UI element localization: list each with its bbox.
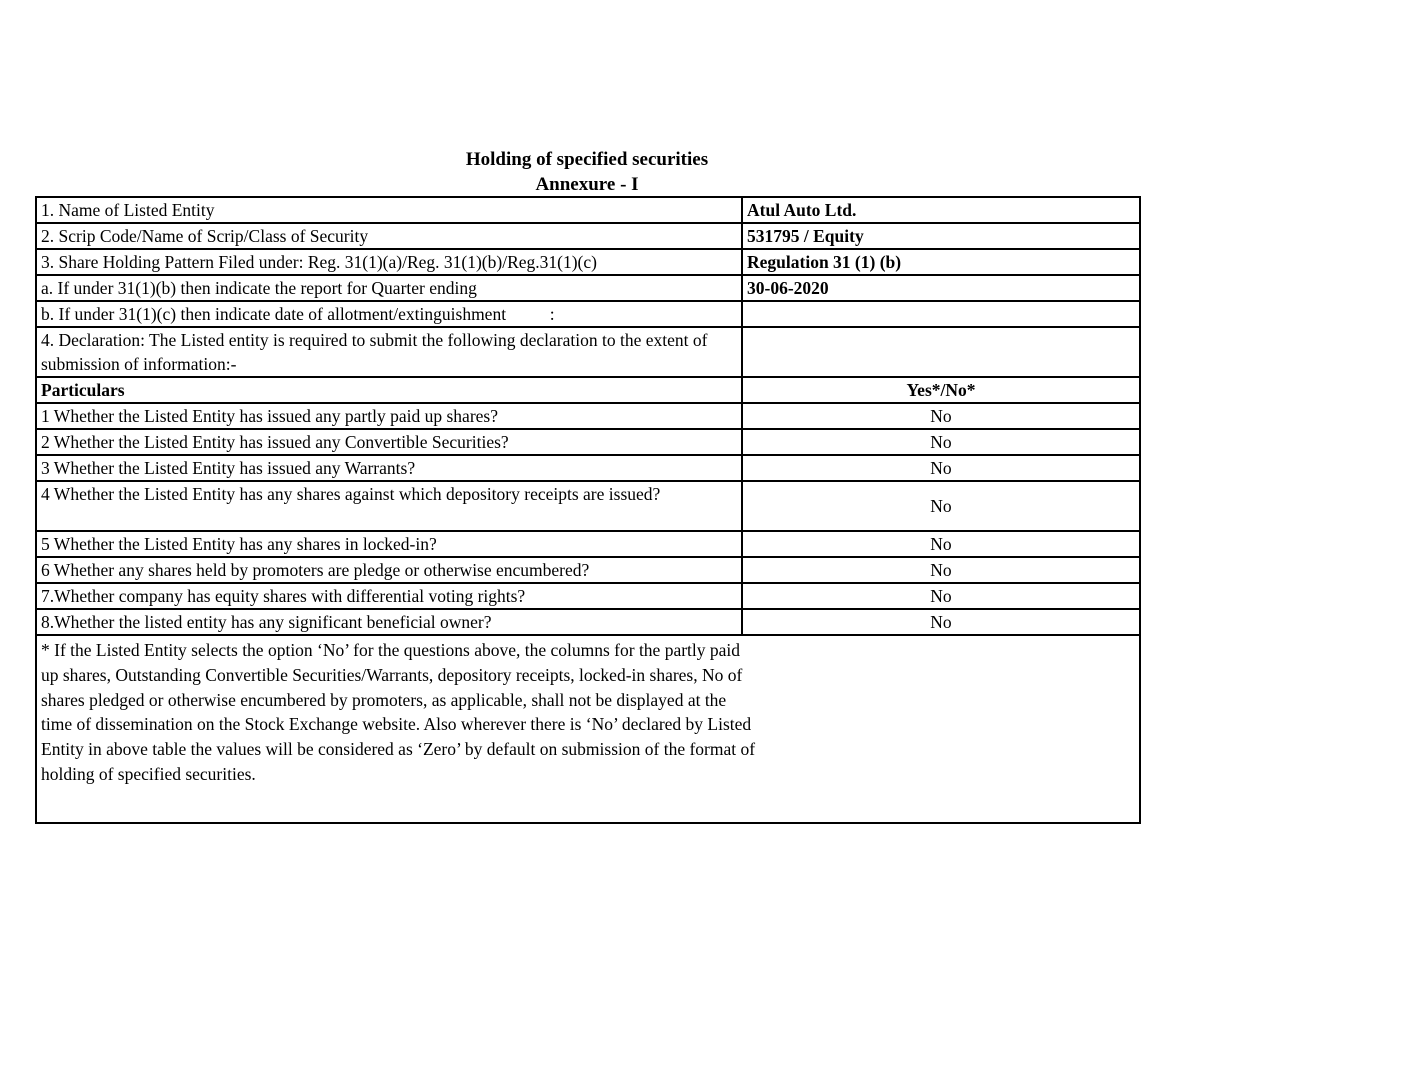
question-row-8: 8.Whether the listed entity has any sign… bbox=[35, 608, 1141, 636]
question-label: 6 Whether any shares held by promoters a… bbox=[35, 556, 743, 584]
info-value: 30-06-2020 bbox=[741, 274, 1141, 302]
footnote-text: * If the Listed Entity selects the optio… bbox=[41, 640, 756, 784]
info-row-scrip: 2. Scrip Code/Name of Scrip/Class of Sec… bbox=[35, 222, 1141, 250]
title-block: Holding of specified securities Annexure… bbox=[35, 147, 1139, 197]
info-label: b. If under 31(1)(c) then indicate date … bbox=[35, 300, 743, 328]
question-row-2: 2 Whether the Listed Entity has issued a… bbox=[35, 428, 1141, 456]
page-title: Holding of specified securities bbox=[465, 149, 709, 170]
particulars-header-row: Particulars Yes*/No* bbox=[35, 376, 1141, 404]
question-answer: No bbox=[741, 428, 1141, 456]
question-answer: No bbox=[741, 530, 1141, 558]
question-label: 2 Whether the Listed Entity has issued a… bbox=[35, 428, 743, 456]
info-label: 3. Share Holding Pattern Filed under: Re… bbox=[35, 248, 743, 276]
question-answer: No bbox=[741, 480, 1141, 532]
info-value bbox=[741, 300, 1141, 328]
question-row-6: 6 Whether any shares held by promoters a… bbox=[35, 556, 1141, 584]
question-answer: No bbox=[741, 556, 1141, 584]
footnote-row: * If the Listed Entity selects the optio… bbox=[35, 634, 1141, 824]
question-row-7: 7.Whether company has equity shares with… bbox=[35, 582, 1141, 610]
info-value: Atul Auto Ltd. bbox=[741, 196, 1141, 224]
question-row-1: 1 Whether the Listed Entity has issued a… bbox=[35, 402, 1141, 430]
info-label: 1. Name of Listed Entity bbox=[35, 196, 743, 224]
question-row-3: 3 Whether the Listed Entity has issued a… bbox=[35, 454, 1141, 482]
particulars-header: Particulars bbox=[35, 376, 743, 404]
info-label: 4. Declaration: The Listed entity is req… bbox=[35, 326, 743, 378]
info-row-pattern: 3. Share Holding Pattern Filed under: Re… bbox=[35, 248, 1141, 276]
question-answer: No bbox=[741, 582, 1141, 610]
question-row-5: 5 Whether the Listed Entity has any shar… bbox=[35, 530, 1141, 558]
footnote-cell: * If the Listed Entity selects the optio… bbox=[35, 634, 1141, 824]
question-row-4: 4 Whether the Listed Entity has any shar… bbox=[35, 480, 1141, 532]
question-label: 3 Whether the Listed Entity has issued a… bbox=[35, 454, 743, 482]
question-label: 1 Whether the Listed Entity has issued a… bbox=[35, 402, 743, 430]
info-label: 2. Scrip Code/Name of Scrip/Class of Sec… bbox=[35, 222, 743, 250]
info-value: 531795 / Equity bbox=[741, 222, 1141, 250]
info-value bbox=[741, 326, 1141, 378]
question-answer: No bbox=[741, 454, 1141, 482]
question-answer: No bbox=[741, 402, 1141, 430]
question-label: 8.Whether the listed entity has any sign… bbox=[35, 608, 743, 636]
info-row-declaration: 4. Declaration: The Listed entity is req… bbox=[35, 326, 1141, 378]
question-answer: No bbox=[741, 608, 1141, 636]
info-label: a. If under 31(1)(b) then indicate the r… bbox=[35, 274, 743, 302]
info-row-quarter: a. If under 31(1)(b) then indicate the r… bbox=[35, 274, 1141, 302]
yesno-header: Yes*/No* bbox=[741, 376, 1141, 404]
question-label: 7.Whether company has equity shares with… bbox=[35, 582, 743, 610]
page-subtitle: Annexure - I bbox=[535, 174, 639, 195]
info-value: Regulation 31 (1) (b) bbox=[741, 248, 1141, 276]
info-row-name: 1. Name of Listed Entity Atul Auto Ltd. bbox=[35, 196, 1141, 224]
question-label: 5 Whether the Listed Entity has any shar… bbox=[35, 530, 743, 558]
holding-securities-table: 1. Name of Listed Entity Atul Auto Ltd. … bbox=[35, 196, 1141, 824]
info-row-allotment: b. If under 31(1)(c) then indicate date … bbox=[35, 300, 1141, 328]
question-label: 4 Whether the Listed Entity has any shar… bbox=[35, 480, 743, 532]
